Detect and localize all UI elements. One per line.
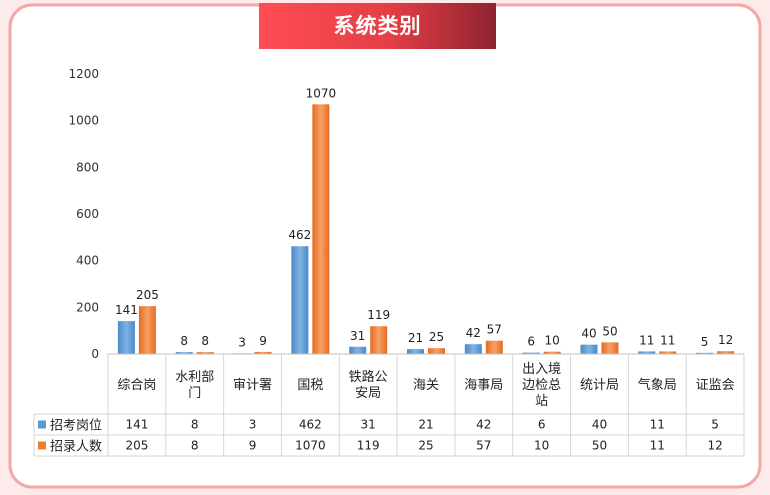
bar-hires (254, 351, 272, 354)
data-label: 57 (487, 323, 502, 337)
data-label: 462 (288, 228, 311, 242)
data-label: 6 (527, 335, 535, 349)
data-label: 119 (367, 308, 390, 322)
data-label: 1070 (306, 86, 337, 100)
category-label: 审计署 (233, 378, 272, 393)
data-label: 12 (718, 333, 733, 347)
category-label: 水利部门 (175, 370, 214, 401)
bar-hires (138, 306, 156, 354)
bar-positions (696, 352, 714, 354)
table-cell: 205 (125, 439, 148, 453)
table-cell: 12 (707, 439, 722, 453)
table-cell: 42 (476, 418, 491, 432)
bar-positions (117, 321, 135, 354)
data-label: 31 (350, 329, 365, 343)
y-tick-label: 400 (76, 254, 99, 268)
data-label: 21 (408, 331, 423, 345)
table-cell: 25 (418, 439, 433, 453)
legend-swatch (38, 441, 46, 450)
bar-hires (196, 352, 214, 354)
y-tick-label: 600 (76, 207, 99, 221)
bar-positions (638, 351, 656, 354)
bar-hires (601, 342, 619, 354)
data-label: 11 (639, 333, 654, 347)
data-label: 8 (180, 334, 188, 348)
table-cell: 5 (711, 418, 719, 432)
bar-hires (428, 348, 445, 354)
table-cell: 8 (191, 439, 199, 453)
bar-positions (580, 344, 598, 354)
table-cell: 141 (125, 418, 148, 432)
y-tick-label: 1200 (68, 67, 99, 81)
table-cell: 10 (534, 439, 549, 453)
y-tick-label: 200 (76, 300, 99, 314)
data-label: 3 (238, 335, 246, 349)
data-label: 141 (115, 303, 138, 317)
bar-positions (522, 352, 540, 354)
table-cell: 8 (191, 418, 199, 432)
table-cell: 57 (476, 439, 491, 453)
data-label: 50 (602, 324, 617, 338)
bar-positions (464, 344, 482, 354)
category-label: 国税 (297, 378, 323, 393)
category-label: 铁路公安局 (349, 369, 388, 401)
data-label: 42 (466, 326, 481, 340)
data-label: 10 (544, 334, 559, 348)
table-cell: 462 (299, 418, 322, 432)
data-label: 9 (259, 334, 267, 348)
chart-title: 系统类别 (259, 3, 496, 49)
data-label: 5 (701, 335, 709, 349)
bar-positions (407, 349, 424, 354)
data-label: 25 (429, 330, 444, 344)
legend-label: 招录人数 (50, 440, 102, 455)
y-tick-label: 0 (91, 347, 99, 361)
table-cell: 1070 (295, 439, 326, 453)
bar-hires (659, 351, 677, 354)
table-cell: 31 (361, 418, 376, 432)
legend-swatch (38, 420, 46, 429)
bar-hires (543, 351, 561, 354)
category-label: 统计局 (580, 378, 619, 393)
bar-hires (370, 326, 388, 354)
table-cell: 119 (357, 439, 380, 453)
data-label: 11 (660, 333, 675, 347)
table-cell: 6 (538, 418, 546, 432)
bar-hires (485, 340, 503, 354)
category-label: 海事局 (464, 378, 503, 393)
y-tick-label: 1000 (68, 114, 99, 128)
table-cell: 9 (249, 439, 257, 453)
category-label: 气象局 (638, 377, 677, 393)
legend-label: 招考岗位 (50, 419, 102, 434)
data-label: 8 (201, 334, 209, 348)
table-cell: 3 (249, 418, 257, 432)
table-cell: 50 (592, 439, 607, 453)
bar-positions (175, 352, 193, 354)
bar-positions (349, 346, 367, 354)
category-label: 综合岗 (117, 378, 156, 393)
table-cell: 11 (650, 439, 665, 453)
category-label: 证监会 (696, 378, 735, 393)
y-tick-label: 800 (76, 160, 99, 174)
table-cell: 11 (650, 418, 665, 432)
data-label: 205 (136, 288, 159, 302)
table-cell: 21 (418, 418, 433, 432)
bar-hires (312, 104, 330, 354)
bar-positions (291, 246, 309, 354)
bar-hires (717, 351, 735, 354)
data-label: 40 (581, 327, 596, 341)
category-label: 出入境边检总站 (522, 362, 561, 409)
category-label: 海关 (413, 378, 439, 393)
table-cell: 40 (592, 418, 607, 432)
